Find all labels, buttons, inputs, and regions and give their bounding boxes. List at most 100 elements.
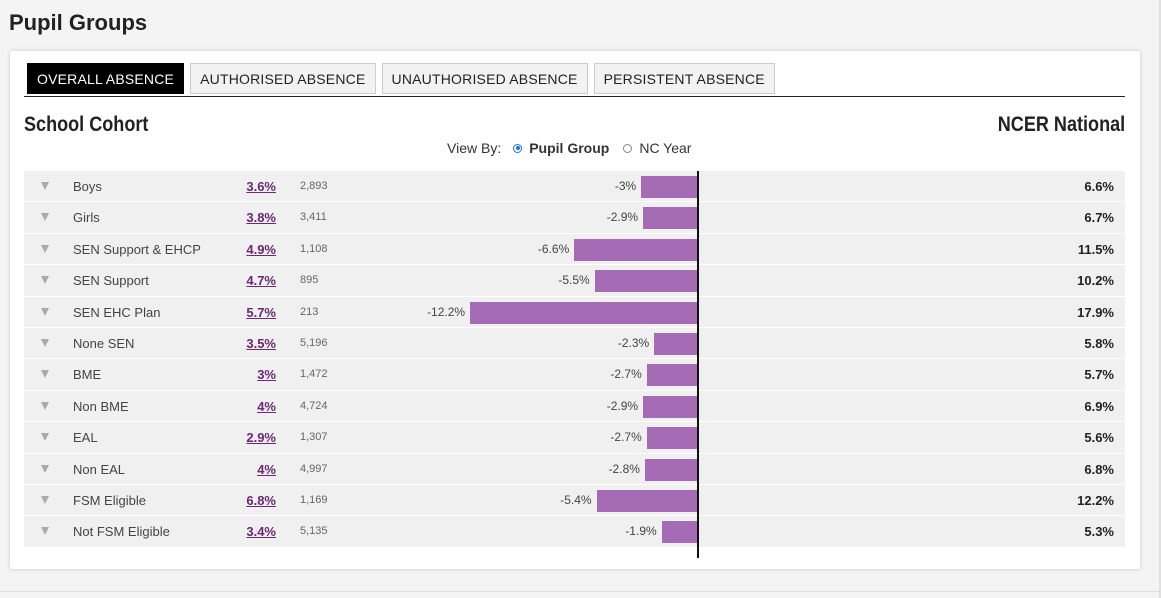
difference-label: -6.6% — [537, 241, 570, 256]
difference-label: -2.7% — [610, 430, 642, 445]
school-absence-link[interactable]: 3.8% — [246, 210, 276, 226]
national-absence-value: 6.6% — [1084, 179, 1114, 194]
difference-bar — [574, 238, 697, 261]
difference-label: -2.8% — [608, 461, 640, 476]
group-name: FSM Eligible — [73, 492, 146, 508]
school-absence-link[interactable]: 3% — [257, 367, 276, 383]
table-row: EAL 2.9% 1,307 -2.7% 5.6% — [24, 422, 1125, 454]
national-absence-value: 5.6% — [1084, 430, 1114, 446]
table-row: Not FSM Eligible 3.4% 5,135 -1.9% 5.3% — [24, 516, 1125, 548]
difference-bar — [594, 270, 697, 293]
school-absence-link[interactable]: 4% — [257, 461, 276, 477]
group-name: Non BME — [73, 398, 129, 414]
pupil-count: 213 — [300, 305, 319, 318]
school-absence-link[interactable]: 4% — [257, 398, 276, 414]
national-absence-value: 6.8% — [1084, 461, 1114, 477]
difference-bar — [596, 489, 697, 512]
pupil-group-label[interactable]: Pupil Group — [529, 140, 610, 156]
tab-persistent-absence[interactable]: PERSISTENT ABSENCE — [593, 63, 775, 94]
school-absence-link[interactable]: 6.8% — [246, 492, 276, 508]
group-name: SEN Support & EHCP — [73, 241, 201, 257]
group-name: None SEN — [73, 335, 135, 351]
difference-label: -12.2% — [427, 304, 466, 319]
national-absence-value: 6.7% — [1084, 210, 1114, 226]
view-by-control: View By: Pupil Group NC Year — [447, 140, 705, 156]
table-row: Girls 3.8% 3,411 -2.9% 6.7% — [24, 202, 1125, 234]
group-name: SEN EHC Plan — [73, 304, 161, 320]
difference-bar — [643, 395, 697, 418]
pupil-count: 4,997 — [300, 462, 328, 475]
difference-label: -2.9% — [606, 398, 639, 413]
pupil-count: 1,108 — [300, 242, 328, 255]
page-title: Pupil Groups — [9, 10, 148, 35]
difference-label: -3% — [614, 179, 637, 193]
page-right-edge — [1159, 0, 1161, 598]
ncer-national-heading: NCER National — [997, 113, 1125, 136]
difference-label: -5.4% — [560, 492, 592, 507]
school-absence-link[interactable]: 4.9% — [246, 241, 276, 257]
tab-underline — [24, 96, 1125, 97]
difference-label: -2.3% — [617, 335, 650, 350]
pupil-count: 2,893 — [300, 180, 328, 192]
difference-bar — [646, 427, 697, 450]
table-row: FSM Eligible 6.8% 1,169 -5.4% 12.2% — [24, 484, 1125, 517]
difference-label: -5.5% — [558, 273, 590, 288]
tab-unauthorised-absence[interactable]: UNAUTHORISED ABSENCE — [381, 63, 588, 94]
group-name: SEN Support — [73, 273, 149, 289]
difference-label: -1.9% — [625, 524, 657, 539]
school-cohort-heading: School Cohort — [24, 113, 149, 136]
nc-year-label[interactable]: NC Year — [639, 140, 692, 156]
national-absence-value: 11.5% — [1077, 241, 1114, 257]
group-name: EAL — [73, 430, 98, 446]
view-by-pupil-group-option[interactable]: Pupil Group — [513, 140, 609, 156]
group-name: BME — [73, 367, 102, 383]
expand-caret-icon[interactable] — [41, 276, 49, 285]
group-name: Boys — [73, 179, 102, 194]
national-absence-value: 12.2% — [1077, 492, 1114, 508]
view-by-label: View By: — [447, 140, 502, 156]
view-by-nc-year-option[interactable]: NC Year — [623, 140, 691, 156]
pupil-count: 895 — [300, 274, 319, 287]
pupil-groups-table: Boys 3.6% 2,893 -3% 6.6% Girls 3.8% 3,411 -2.9% 6… — [24, 171, 1125, 548]
school-absence-link[interactable]: 5.7% — [246, 304, 276, 320]
table-row: Non BME 4% 4,724 -2.9% 6.9% — [24, 390, 1125, 423]
tab-authorised-absence[interactable]: AUTHORISED ABSENCE — [190, 63, 376, 94]
tab-overall-absence[interactable]: OVERALL ABSENCE — [27, 63, 185, 94]
school-absence-link[interactable]: 3.6% — [246, 179, 276, 194]
table-row: SEN Support 4.7% 895 -5.5% 10.2% — [24, 265, 1125, 297]
expand-caret-icon[interactable] — [41, 527, 49, 536]
difference-bar — [643, 207, 697, 230]
expand-caret-icon[interactable] — [41, 338, 49, 347]
table-row: SEN EHC Plan 5.7% 213 -12.2% 17.9% — [24, 296, 1125, 328]
expand-caret-icon[interactable] — [41, 213, 49, 222]
national-absence-value: 5.3% — [1084, 524, 1114, 540]
expand-caret-icon[interactable] — [41, 495, 49, 504]
difference-label: -2.7% — [610, 367, 642, 382]
difference-bar — [654, 332, 697, 355]
radio-unchecked-icon[interactable] — [623, 143, 633, 153]
school-absence-link[interactable]: 3.5% — [246, 335, 276, 351]
expand-caret-icon[interactable] — [41, 433, 49, 442]
difference-bar — [641, 176, 697, 198]
pupil-count: 4,724 — [300, 399, 328, 412]
expand-caret-icon[interactable] — [41, 370, 49, 379]
expand-caret-icon[interactable] — [41, 307, 49, 316]
difference-bar — [470, 301, 697, 324]
expand-caret-icon[interactable] — [41, 401, 49, 410]
radio-checked-icon[interactable] — [513, 143, 523, 153]
school-absence-link[interactable]: 3.4% — [246, 524, 276, 540]
expand-caret-icon[interactable] — [41, 464, 49, 473]
table-row: BME 3% 1,472 -2.7% 5.7% — [24, 359, 1125, 391]
national-absence-value: 5.8% — [1084, 335, 1114, 351]
zero-axis-line — [697, 171, 699, 558]
school-absence-link[interactable]: 2.9% — [246, 430, 276, 446]
expand-caret-icon[interactable] — [41, 182, 49, 190]
national-absence-value: 6.9% — [1084, 398, 1114, 414]
group-name: Girls — [73, 210, 100, 226]
school-absence-link[interactable]: 4.7% — [246, 273, 276, 289]
expand-caret-icon[interactable] — [41, 244, 49, 253]
absence-tabs: OVERALL ABSENCE AUTHORISED ABSENCE UNAUT… — [27, 63, 775, 97]
pupil-count: 1,169 — [300, 493, 328, 506]
difference-bar — [644, 458, 697, 481]
